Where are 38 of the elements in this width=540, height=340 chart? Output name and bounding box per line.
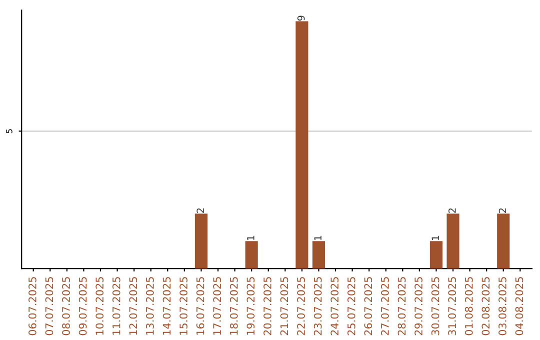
x-tick-label: 22.07.2025 [297, 277, 305, 336]
x-tick-label: 08.07.2025 [62, 277, 70, 336]
y-tick-label: 5 [6, 129, 12, 134]
x-tick-label: 14.07.2025 [162, 277, 171, 335]
x-tick-label: 25.07.2025 [347, 277, 356, 336]
x-tick-label: 24.07.2025 [330, 277, 339, 336]
x-tick-label: 07.07.2025 [45, 277, 54, 336]
data-label: 2 [498, 208, 506, 213]
x-tick-label: 02.08.2025 [482, 277, 490, 336]
x-tick-label: 10.07.2025 [96, 277, 104, 335]
x-tick-label: 13.07.2025 [146, 277, 154, 335]
x-tick-label: 18.07.2025 [230, 277, 238, 335]
x-tick-label: 29.07.2025 [414, 277, 422, 336]
data-label: 2 [196, 208, 204, 213]
data-label: 2 [448, 208, 456, 213]
x-tick-label: 09.07.2025 [78, 277, 87, 336]
x-tick-label: 15.07.2025 [180, 277, 188, 335]
x-tick-label: 12.07.2025 [129, 277, 138, 335]
x-tick-label: 23.07.2025 [314, 277, 322, 336]
x-tick-label: 31.07.2025 [448, 277, 456, 336]
x-tick-label: 20.07.2025 [264, 277, 272, 336]
x-tick-label: 04.08.2025 [515, 277, 524, 336]
x-tick-label: 06.07.2025 [28, 277, 36, 336]
x-tick-label: 03.08.2025 [498, 277, 506, 336]
x-tick-label: 28.07.2025 [398, 277, 406, 336]
x-tick-label: 30.07.2025 [431, 277, 440, 336]
x-tick-label: 16.07.2025 [196, 277, 204, 335]
x-tick-label: 11.07.2025 [112, 277, 120, 335]
x-tick-label: 21.07.2025 [280, 277, 288, 336]
x-tick-label: 17.07.2025 [213, 277, 222, 335]
data-label: 1 [314, 236, 322, 240]
x-tick-label: 26.07.2025 [364, 277, 372, 336]
data-label: 1 [432, 236, 439, 240]
x-tick-label: 27.07.2025 [381, 277, 389, 336]
data-label: 9 [297, 16, 305, 21]
x-tick-label: 01.08.2025 [464, 277, 473, 336]
x-tick-label: 19.07.2025 [246, 277, 255, 335]
data-label: 1 [247, 236, 254, 240]
